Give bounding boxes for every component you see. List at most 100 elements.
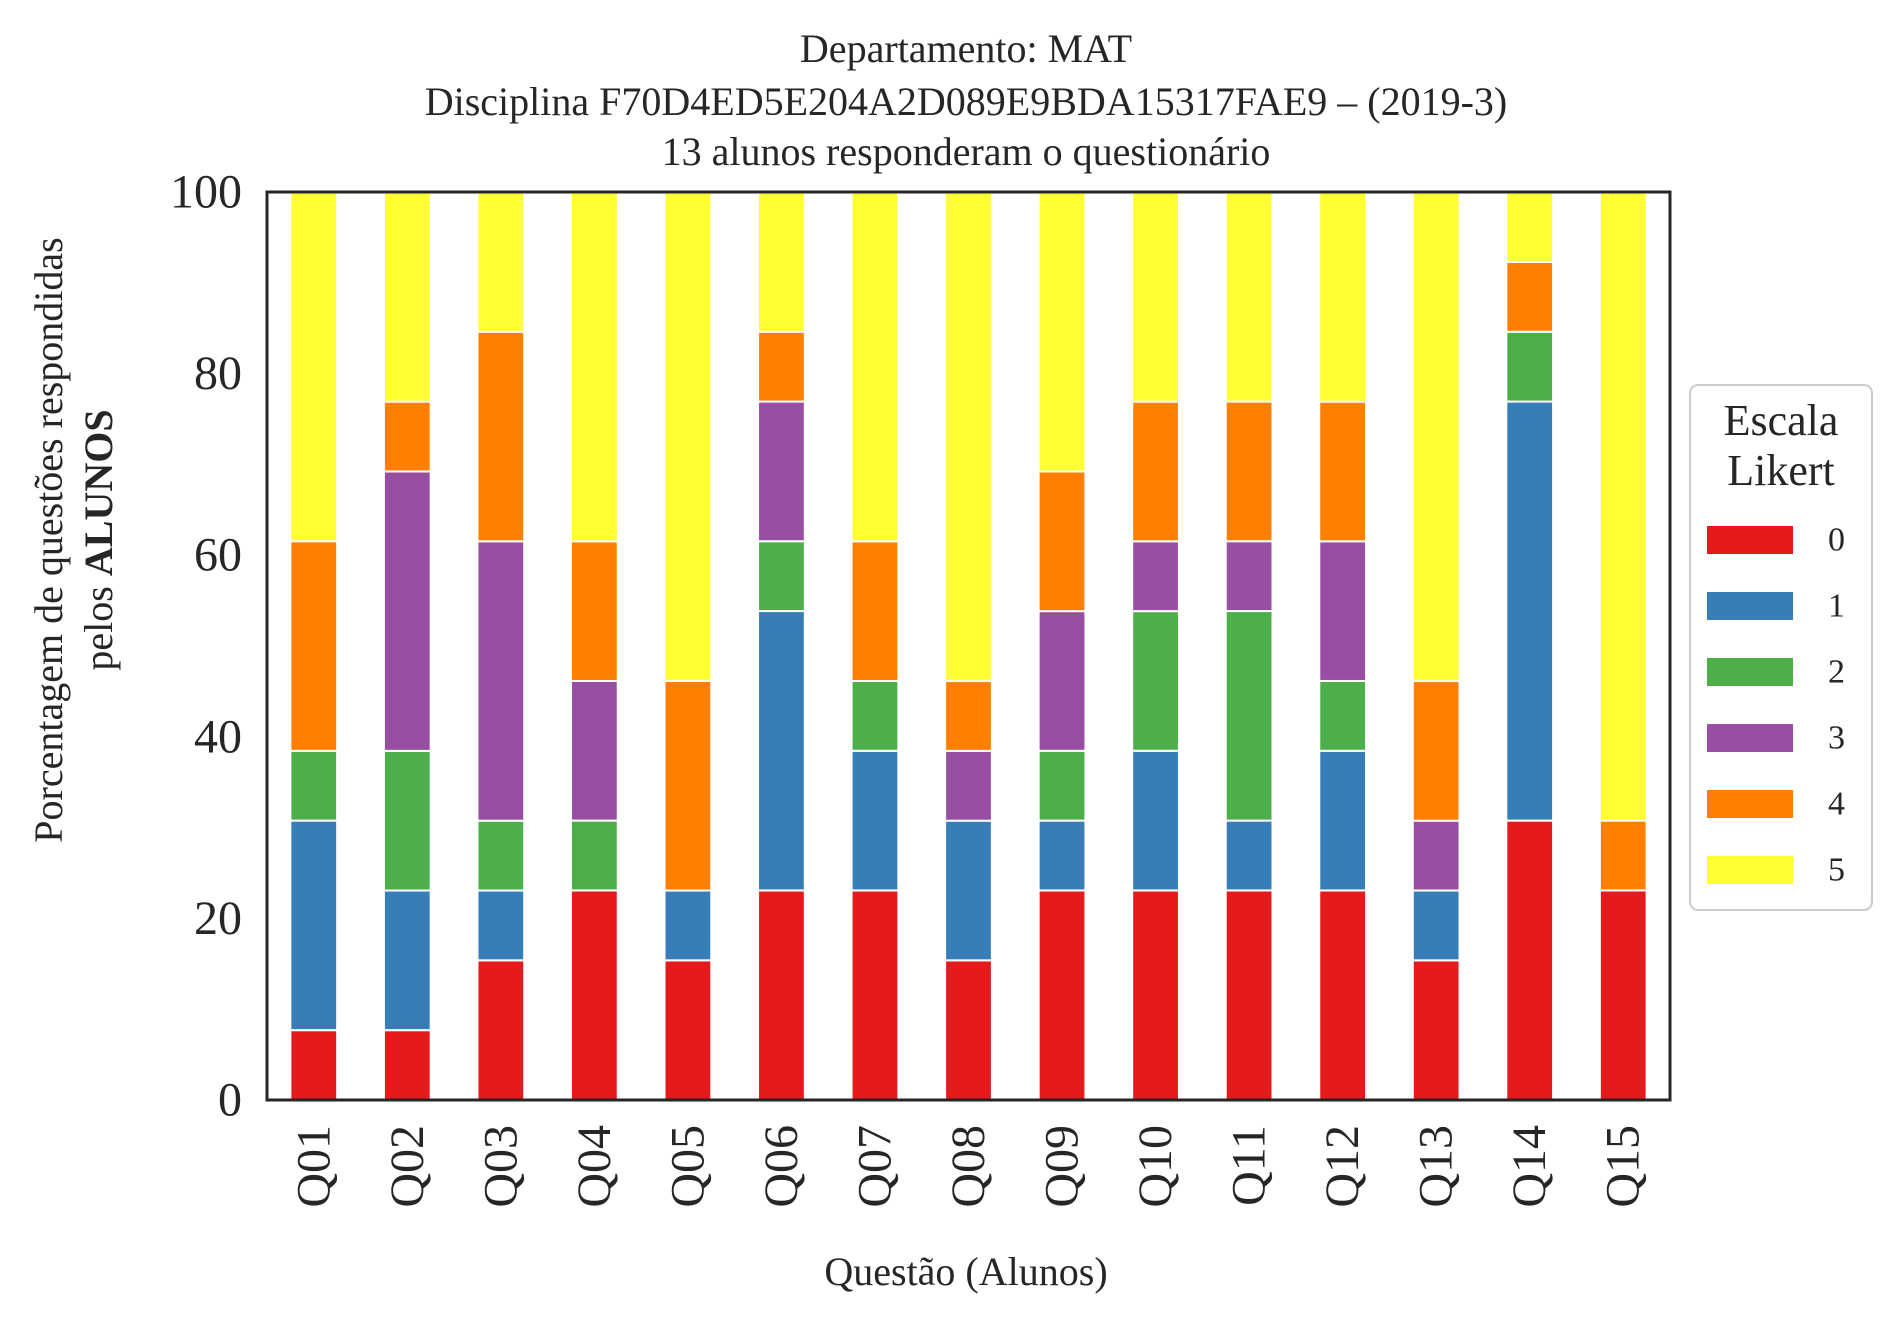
- bar-q03-level-1: [476, 889, 526, 962]
- bar-q12-level-1: [1318, 749, 1368, 892]
- y-tick-label-40: 40: [194, 710, 242, 763]
- bar-q03-level-3: [476, 540, 526, 822]
- bar-q06-level-0: [757, 889, 806, 1101]
- bar-q01-level-2: [289, 749, 339, 822]
- y-tick-label-20: 20: [194, 892, 242, 945]
- bar-q14-level-5: [1505, 191, 1555, 263]
- chart-title: Departamento: MAT Disciplina F70D4ED5E20…: [425, 26, 1508, 174]
- bar-q05-level-1: [663, 889, 713, 962]
- y-tick-label-100: 100: [170, 166, 242, 219]
- legend-swatch-5: [1707, 856, 1793, 884]
- legend-label-4: 4: [1828, 786, 1845, 823]
- bar-q10-level-2: [1131, 610, 1180, 752]
- x-tick-label-q01: Q01: [287, 1125, 340, 1208]
- title-line-1: Departamento: MAT: [800, 26, 1132, 71]
- bar-q08-level-3: [944, 749, 993, 822]
- legend-label-0: 0: [1828, 522, 1845, 559]
- bar-q05-level-4: [663, 679, 713, 892]
- bar-q04-level-4: [569, 540, 619, 682]
- title-line-3: 13 alunos responderam o questionário: [662, 129, 1271, 174]
- bar-q01-level-1: [289, 819, 339, 1032]
- bar-q02-level-3: [382, 470, 432, 752]
- bar-q14-level-0: [1505, 819, 1555, 1101]
- legend-swatch-0: [1707, 526, 1793, 554]
- bar-q06-level-5: [757, 191, 806, 333]
- legend-label-3: 3: [1828, 720, 1845, 757]
- y-axis-label-line2: pelos ALUNOS: [76, 409, 121, 670]
- bar-q08-level-0: [944, 959, 993, 1102]
- bar-q02-level-2: [382, 749, 432, 892]
- y-axis-ticks: 0 20 40 60 80 100: [170, 166, 242, 1127]
- bar-q10-level-0: [1131, 889, 1180, 1101]
- legend-title-line2: Likert: [1727, 446, 1835, 495]
- x-tick-label-q13: Q13: [1410, 1125, 1463, 1208]
- bar-q12-level-0: [1318, 889, 1368, 1101]
- bar-q14-level-2: [1505, 330, 1555, 403]
- bar-q09-level-0: [1037, 889, 1087, 1101]
- bar-q11-level-0: [1224, 889, 1274, 1101]
- title-line-2: Disciplina F70D4ED5E204A2D089E9BDA15317F…: [425, 79, 1508, 124]
- x-tick-label-q07: Q07: [848, 1125, 901, 1208]
- bar-q11-level-5: [1224, 191, 1274, 403]
- bar-q09-level-3: [1037, 610, 1087, 752]
- x-tick-label-q08: Q08: [942, 1125, 995, 1208]
- x-axis-label: Questão (Alunos): [824, 1249, 1107, 1294]
- bar-q02-level-5: [382, 191, 432, 403]
- bar-q01-level-5: [289, 191, 339, 543]
- bar-q08-level-4: [944, 680, 993, 752]
- bar-q02-level-0: [382, 1029, 432, 1102]
- bar-q06-level-1: [757, 610, 806, 892]
- y-tick-label-0: 0: [218, 1074, 242, 1127]
- y-axis-label-prefix: pelos: [76, 576, 121, 670]
- y-axis-label-bold: ALUNOS: [76, 409, 121, 576]
- legend-swatch-2: [1707, 658, 1793, 686]
- x-tick-label-q04: Q04: [568, 1125, 621, 1208]
- bar-q14-level-1: [1505, 400, 1555, 822]
- x-tick-label-q15: Q15: [1597, 1125, 1650, 1208]
- bar-q12-level-2: [1318, 679, 1368, 752]
- bar-q10-level-4: [1131, 400, 1180, 543]
- bar-q01-level-4: [289, 540, 339, 752]
- bar-q08-level-5: [944, 191, 993, 683]
- bar-q06-level-3: [757, 400, 806, 543]
- bar-q08-level-1: [944, 819, 993, 962]
- x-tick-label-q05: Q05: [661, 1125, 714, 1208]
- bar-q04-level-3: [569, 679, 619, 822]
- bar-q07-level-0: [850, 889, 900, 1101]
- legend-items: 0 1 2 3 4 5: [1707, 522, 1845, 889]
- y-tick-label-60: 60: [194, 529, 242, 582]
- bar-q10-level-3: [1131, 540, 1180, 613]
- x-tick-label-q02: Q02: [381, 1125, 434, 1208]
- bar-q15-level-4: [1598, 819, 1648, 892]
- bar-q07-level-4: [850, 540, 900, 682]
- x-tick-label-q11: Q11: [1223, 1125, 1276, 1206]
- bar-q07-level-2: [850, 679, 900, 752]
- legend-swatch-1: [1707, 592, 1793, 620]
- bar-q03-level-4: [476, 330, 526, 543]
- bar-q12-level-4: [1318, 400, 1368, 543]
- bar-q07-level-5: [850, 191, 900, 543]
- bar-q02-level-4: [382, 400, 432, 473]
- bar-q10-level-5: [1131, 191, 1180, 403]
- bar-q13-level-1: [1411, 889, 1461, 962]
- x-axis-ticks: Q01 Q02 Q03 Q04 Q05 Q06 Q07 Q08 Q09 Q10 Q11 Q12 Q13 Q…: [287, 1125, 1649, 1208]
- bar-q04-level-0: [569, 889, 619, 1101]
- bar-q05-level-5: [663, 191, 713, 682]
- bar-q13-level-5: [1411, 191, 1461, 683]
- legend-label-2: 2: [1828, 654, 1845, 691]
- bar-q09-level-1: [1037, 819, 1087, 892]
- x-tick-label-q03: Q03: [474, 1125, 527, 1208]
- bar-q06-level-2: [757, 540, 806, 613]
- x-tick-label-q09: Q09: [1036, 1125, 1089, 1208]
- legend-title-line1: Escala: [1724, 396, 1839, 445]
- y-axis-label-line1: Porcentagem de questões respondidas: [26, 237, 71, 842]
- legend-swatch-4: [1707, 790, 1793, 818]
- x-tick-label-q14: Q14: [1503, 1125, 1556, 1208]
- bar-q11-level-4: [1224, 400, 1274, 543]
- bar-q06-level-4: [757, 330, 806, 403]
- bar-q13-level-3: [1411, 819, 1461, 892]
- x-tick-label-q12: Q12: [1316, 1125, 1369, 1208]
- bar-q04-level-2: [569, 819, 619, 892]
- plot-frame: [265, 190, 1672, 1102]
